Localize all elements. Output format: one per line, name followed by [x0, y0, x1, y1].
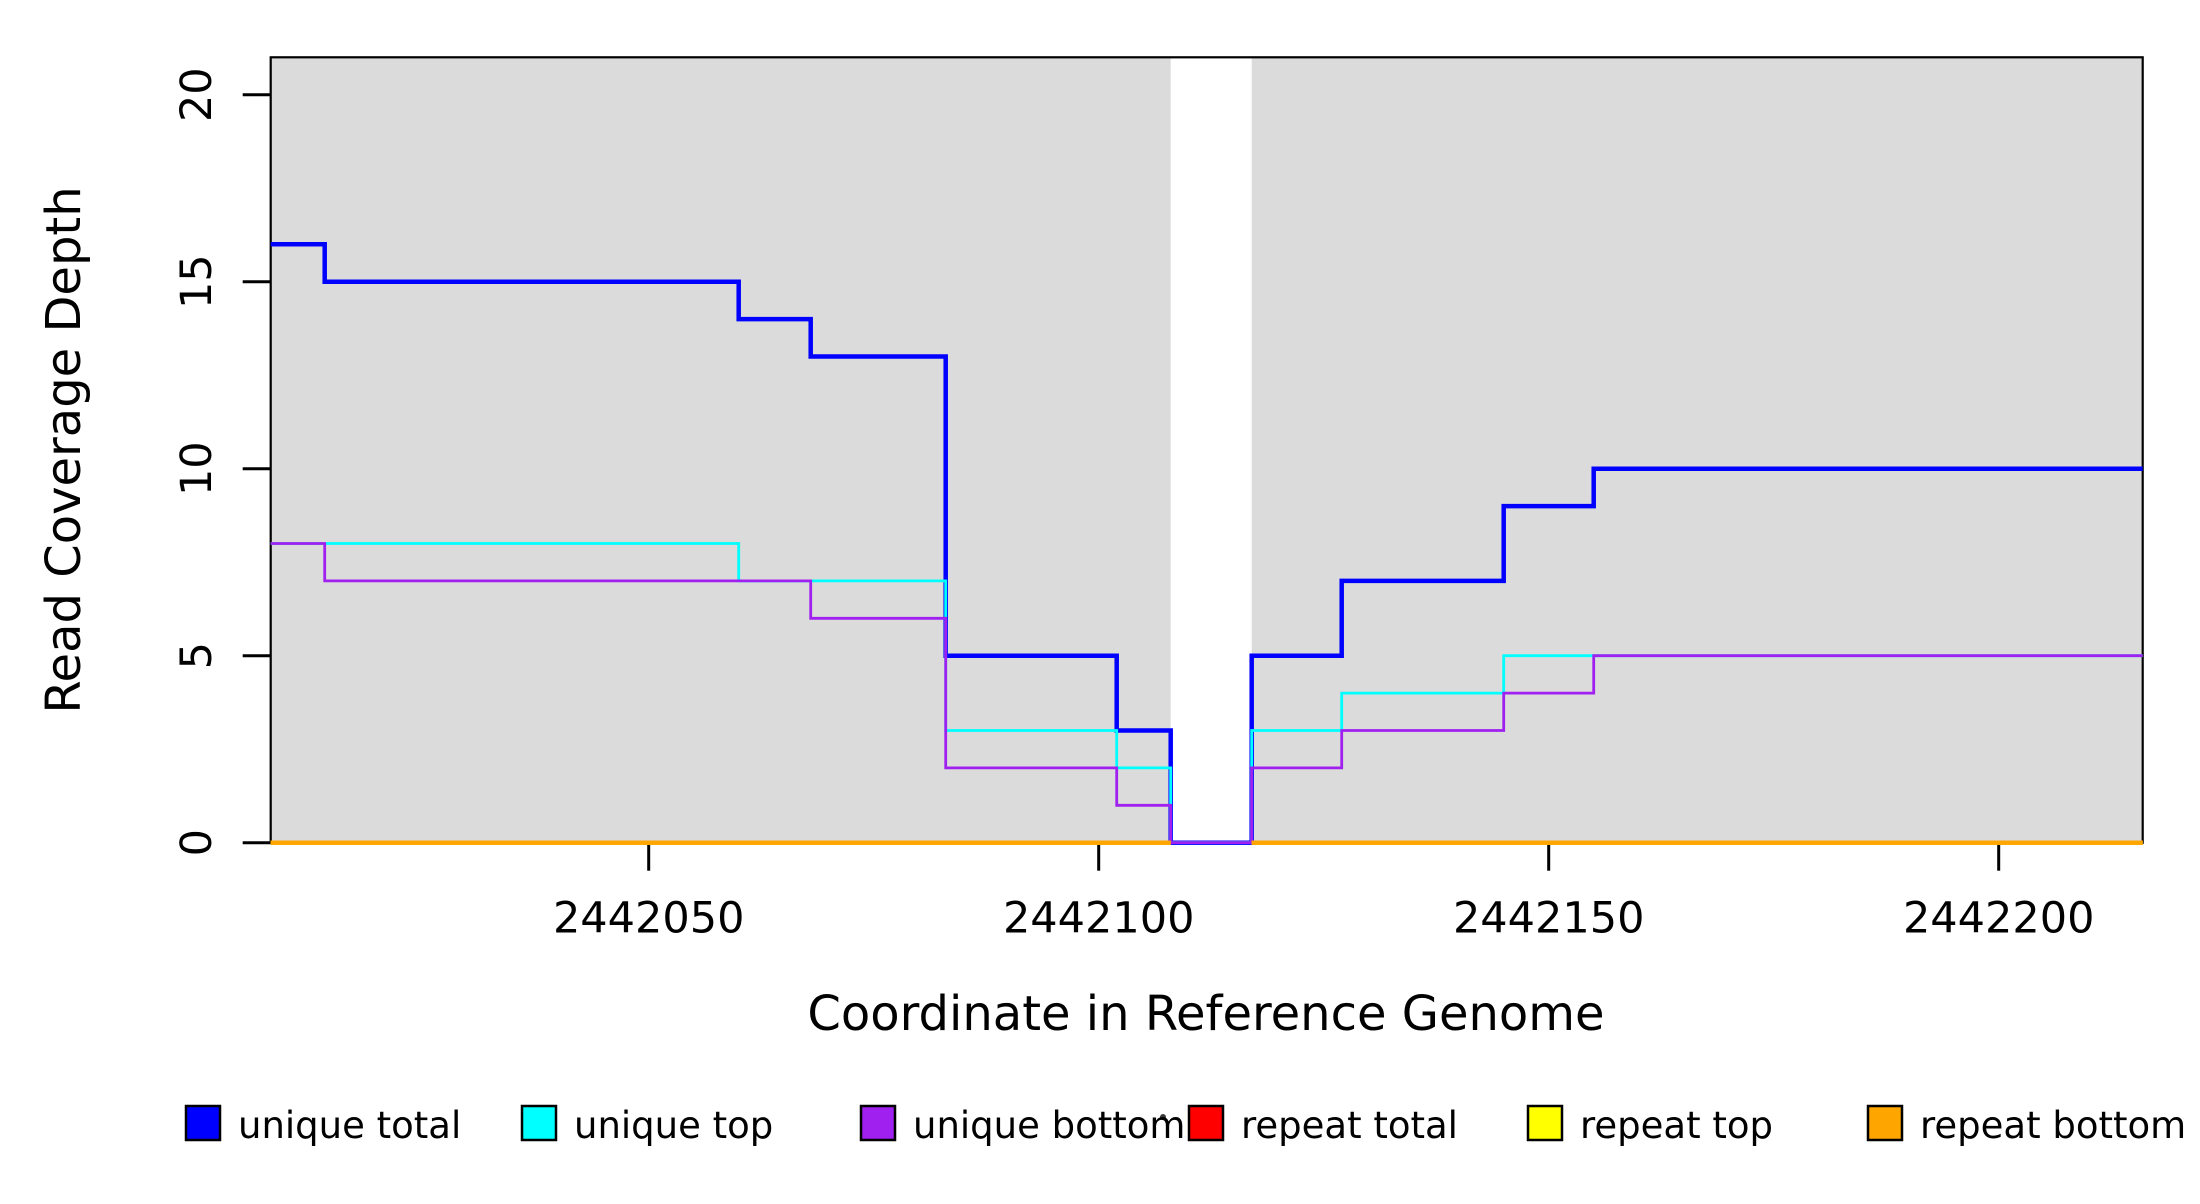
gap-band [1170, 57, 1252, 843]
y-axis-title: Read Coverage Depth [36, 186, 92, 713]
y-tick-label: 10 [172, 441, 222, 496]
y-tick-label: 0 [172, 829, 222, 856]
stray-dot [1160, 1114, 1166, 1120]
x-tick-label: 2442200 [1903, 894, 2095, 944]
legend-label-repeat-bottom: repeat bottom [1920, 1104, 2186, 1147]
legend-label-unique-bottom: unique bottom [913, 1104, 1185, 1147]
legend-label-repeat-top: repeat top [1580, 1104, 1773, 1147]
legend-label-unique-top: unique top [574, 1104, 773, 1147]
legend-label-unique-total: unique total [238, 1104, 461, 1147]
x-tick-label: 2442050 [553, 894, 745, 944]
legend-swatch-repeat-total [1187, 1104, 1225, 1142]
series-line-unique-bottom [270, 542, 2143, 845]
x-tick-label: 2442100 [1003, 894, 1195, 944]
legend-swatch-unique-bottom [859, 1104, 897, 1142]
series-line-unique-total [270, 242, 2143, 845]
legend-swatch-repeat-bottom [1866, 1104, 1904, 1142]
x-tick-label: 2442150 [1453, 894, 1645, 944]
y-tick-label: 20 [172, 67, 222, 122]
y-tick-label: 15 [172, 254, 222, 309]
legend-swatch-repeat-top [1526, 1104, 1564, 1142]
y-tick-label: 5 [172, 642, 222, 669]
legend-swatch-unique-total [184, 1104, 222, 1142]
legend-label-repeat-total: repeat total [1241, 1104, 1458, 1147]
legend-swatch-unique-top [520, 1104, 558, 1142]
x-axis-title: Coordinate in Reference Genome [807, 986, 1604, 1042]
